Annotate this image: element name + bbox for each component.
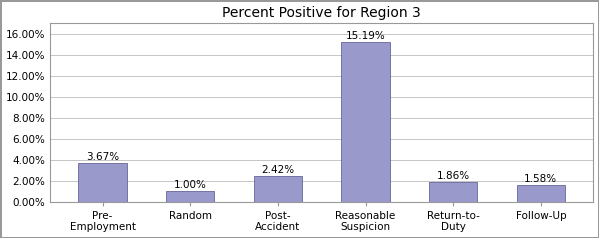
Text: 15.19%: 15.19% — [346, 31, 385, 41]
Title: Percent Positive for Region 3: Percent Positive for Region 3 — [222, 5, 421, 20]
Text: 1.00%: 1.00% — [174, 180, 207, 190]
Text: 2.42%: 2.42% — [261, 165, 295, 175]
Bar — [254, 176, 302, 202]
Bar — [78, 163, 126, 202]
Text: 1.86%: 1.86% — [437, 171, 470, 181]
Bar — [429, 182, 477, 202]
Text: 3.67%: 3.67% — [86, 152, 119, 162]
Bar — [517, 185, 565, 202]
Text: 1.58%: 1.58% — [524, 174, 558, 184]
Bar — [166, 191, 214, 202]
Bar — [341, 43, 389, 202]
